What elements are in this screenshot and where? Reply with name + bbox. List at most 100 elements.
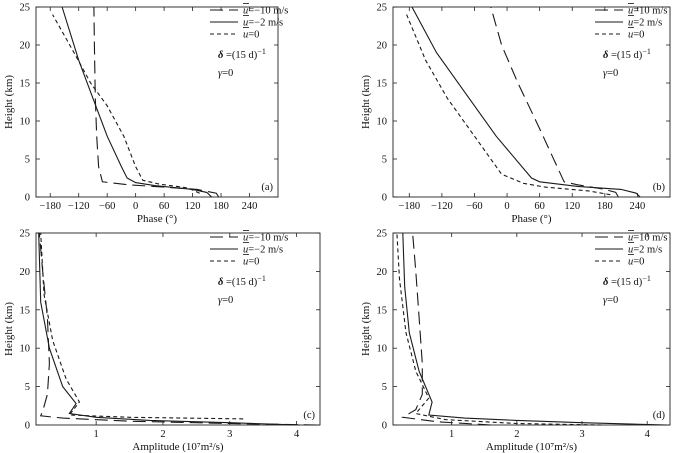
x-tick-label: 0 xyxy=(504,201,509,212)
y-tick-label: 25 xyxy=(377,3,388,14)
y-axis-title: Height (km) xyxy=(3,75,15,129)
legend-entry: u=10 m/s xyxy=(628,6,667,17)
y-tick-label: 20 xyxy=(20,41,31,52)
series-line-long-dash xyxy=(490,6,619,198)
legend-entry: u=0 xyxy=(628,30,644,41)
x-axis-title: Phase (°) xyxy=(137,213,177,225)
series-line-short-dash xyxy=(40,232,244,420)
x-tick-label: −120 xyxy=(431,201,453,212)
y-tick-label: 0 xyxy=(25,421,30,432)
x-axis-title: Amplitude (10⁷m²/s) xyxy=(132,441,223,453)
y-tick-label: 25 xyxy=(20,3,31,14)
x-tick-label: 120 xyxy=(564,201,580,212)
legend-entry: u=2 m/s xyxy=(628,18,662,29)
x-tick-label: 60 xyxy=(534,201,545,212)
chart-panel-d: 1 2 3 4 0 5 10 15 20 25 Amplitude (10⁷m²/s) Height … xyxy=(360,229,671,453)
legend-entry: u=−2 m/s xyxy=(243,245,283,256)
plot-frame xyxy=(392,232,671,426)
x-tick-label: 240 xyxy=(630,201,646,212)
chart-panel-b: −180 −120 −60 0 60 120 180 240 0 5 10 15 20 25 Phase (… xyxy=(360,3,671,225)
series-line-solid xyxy=(61,6,212,198)
panel-label: (c) xyxy=(303,410,315,421)
y-tick-label: 10 xyxy=(20,117,31,128)
panel-label: (a) xyxy=(261,182,273,193)
y-tick-label: 20 xyxy=(377,267,388,278)
legend-entry: u=10 m/s xyxy=(628,233,667,244)
x-tick-label: 180 xyxy=(597,201,613,212)
y-tick-label: 0 xyxy=(382,193,387,204)
x-tick-label: 3 xyxy=(579,429,584,440)
plot-frame xyxy=(392,6,671,198)
x-tick-label: −120 xyxy=(68,201,90,212)
x-tick-label: 240 xyxy=(242,201,258,212)
y-tick-label: 15 xyxy=(20,79,31,90)
gamma-param: γ=0 xyxy=(218,295,233,306)
x-tick-label: −60 xyxy=(99,201,115,212)
x-tick-label: 2 xyxy=(160,429,165,440)
x-tick-label: −60 xyxy=(466,201,482,212)
x-tick-label: 4 xyxy=(294,429,300,440)
x-tick-label: 2 xyxy=(514,429,519,440)
gamma-param: γ=0 xyxy=(603,295,618,306)
y-axis-title: Height (km) xyxy=(360,75,372,129)
delta-param: δ =(15 d)−1 xyxy=(603,274,651,288)
x-tick-label: 1 xyxy=(94,429,99,440)
legend-entry: u=2 m/s xyxy=(628,245,662,256)
series-line-short-dash xyxy=(396,232,602,426)
x-tick-label: 0 xyxy=(133,201,138,212)
legend-entry: u=−2 m/s xyxy=(243,18,283,29)
plot-frame xyxy=(35,232,321,426)
series-line-solid xyxy=(402,232,667,426)
y-tick-label: 10 xyxy=(377,344,388,355)
y-tick-label: 10 xyxy=(20,344,31,355)
panel-label: (d) xyxy=(653,410,666,421)
y-tick-label: 0 xyxy=(25,193,30,204)
y-tick-label: 10 xyxy=(377,117,388,128)
series-line-long-dash xyxy=(38,232,317,426)
panel-label: (b) xyxy=(653,182,666,193)
x-tick-label: 4 xyxy=(645,429,651,440)
x-tick-label: 3 xyxy=(227,429,232,440)
y-tick-label: 5 xyxy=(25,155,30,166)
y-axis-title: Height (km) xyxy=(3,302,15,356)
y-tick-label: 15 xyxy=(377,305,388,316)
series-line-long-dash xyxy=(93,6,220,198)
delta-param: δ =(15 d)−1 xyxy=(218,274,266,288)
legend-entry: u=0 xyxy=(243,30,259,41)
legend-entry: u=0 xyxy=(628,257,644,268)
y-tick-label: 5 xyxy=(382,382,387,393)
series-line-short-dash xyxy=(406,14,611,196)
delta-param: δ =(15 d)−1 xyxy=(218,47,266,61)
legend-entry: u=−10 m/s xyxy=(243,233,288,244)
delta-param: δ =(15 d)−1 xyxy=(603,47,651,61)
chart-panel-a: −180 −120 −60 0 60 120 180 240 0 5 10 15 20 25 Phase (… xyxy=(3,3,288,226)
x-axis-title: Amplitude (10⁷m²/s) xyxy=(486,441,577,453)
series-line-solid xyxy=(411,6,641,198)
y-tick-label: 5 xyxy=(382,155,387,166)
series-line-long-dash xyxy=(401,232,491,426)
x-tick-label: 120 xyxy=(185,201,201,212)
y-tick-label: 20 xyxy=(377,41,388,52)
series-line-short-dash xyxy=(52,14,200,194)
x-tick-label: 60 xyxy=(159,201,170,212)
y-tick-label: 25 xyxy=(20,229,31,240)
y-tick-label: 5 xyxy=(25,382,30,393)
legend-entry: u=−10 m/s xyxy=(243,6,288,17)
x-tick-label: −180 xyxy=(398,201,420,212)
series-line-solid xyxy=(38,232,301,426)
y-axis-title: Height (km) xyxy=(360,302,372,356)
gamma-param: γ=0 xyxy=(603,68,618,79)
y-tick-label: 15 xyxy=(377,79,388,90)
plot-frame xyxy=(35,6,279,198)
y-tick-label: 15 xyxy=(20,305,31,316)
y-tick-label: 20 xyxy=(20,267,31,278)
legend-entry: u=0 xyxy=(243,257,259,268)
gamma-param: γ=0 xyxy=(218,68,233,79)
y-tick-label: 0 xyxy=(382,421,387,432)
x-tick-label: 1 xyxy=(449,429,454,440)
x-tick-label: −180 xyxy=(39,201,61,212)
x-tick-label: 180 xyxy=(213,201,229,212)
chart-panel-c: 1 2 3 4 0 5 10 15 20 25 Amplitude (10⁷m²/s) Height … xyxy=(3,229,321,453)
x-axis-title: Phase (°) xyxy=(511,213,551,225)
